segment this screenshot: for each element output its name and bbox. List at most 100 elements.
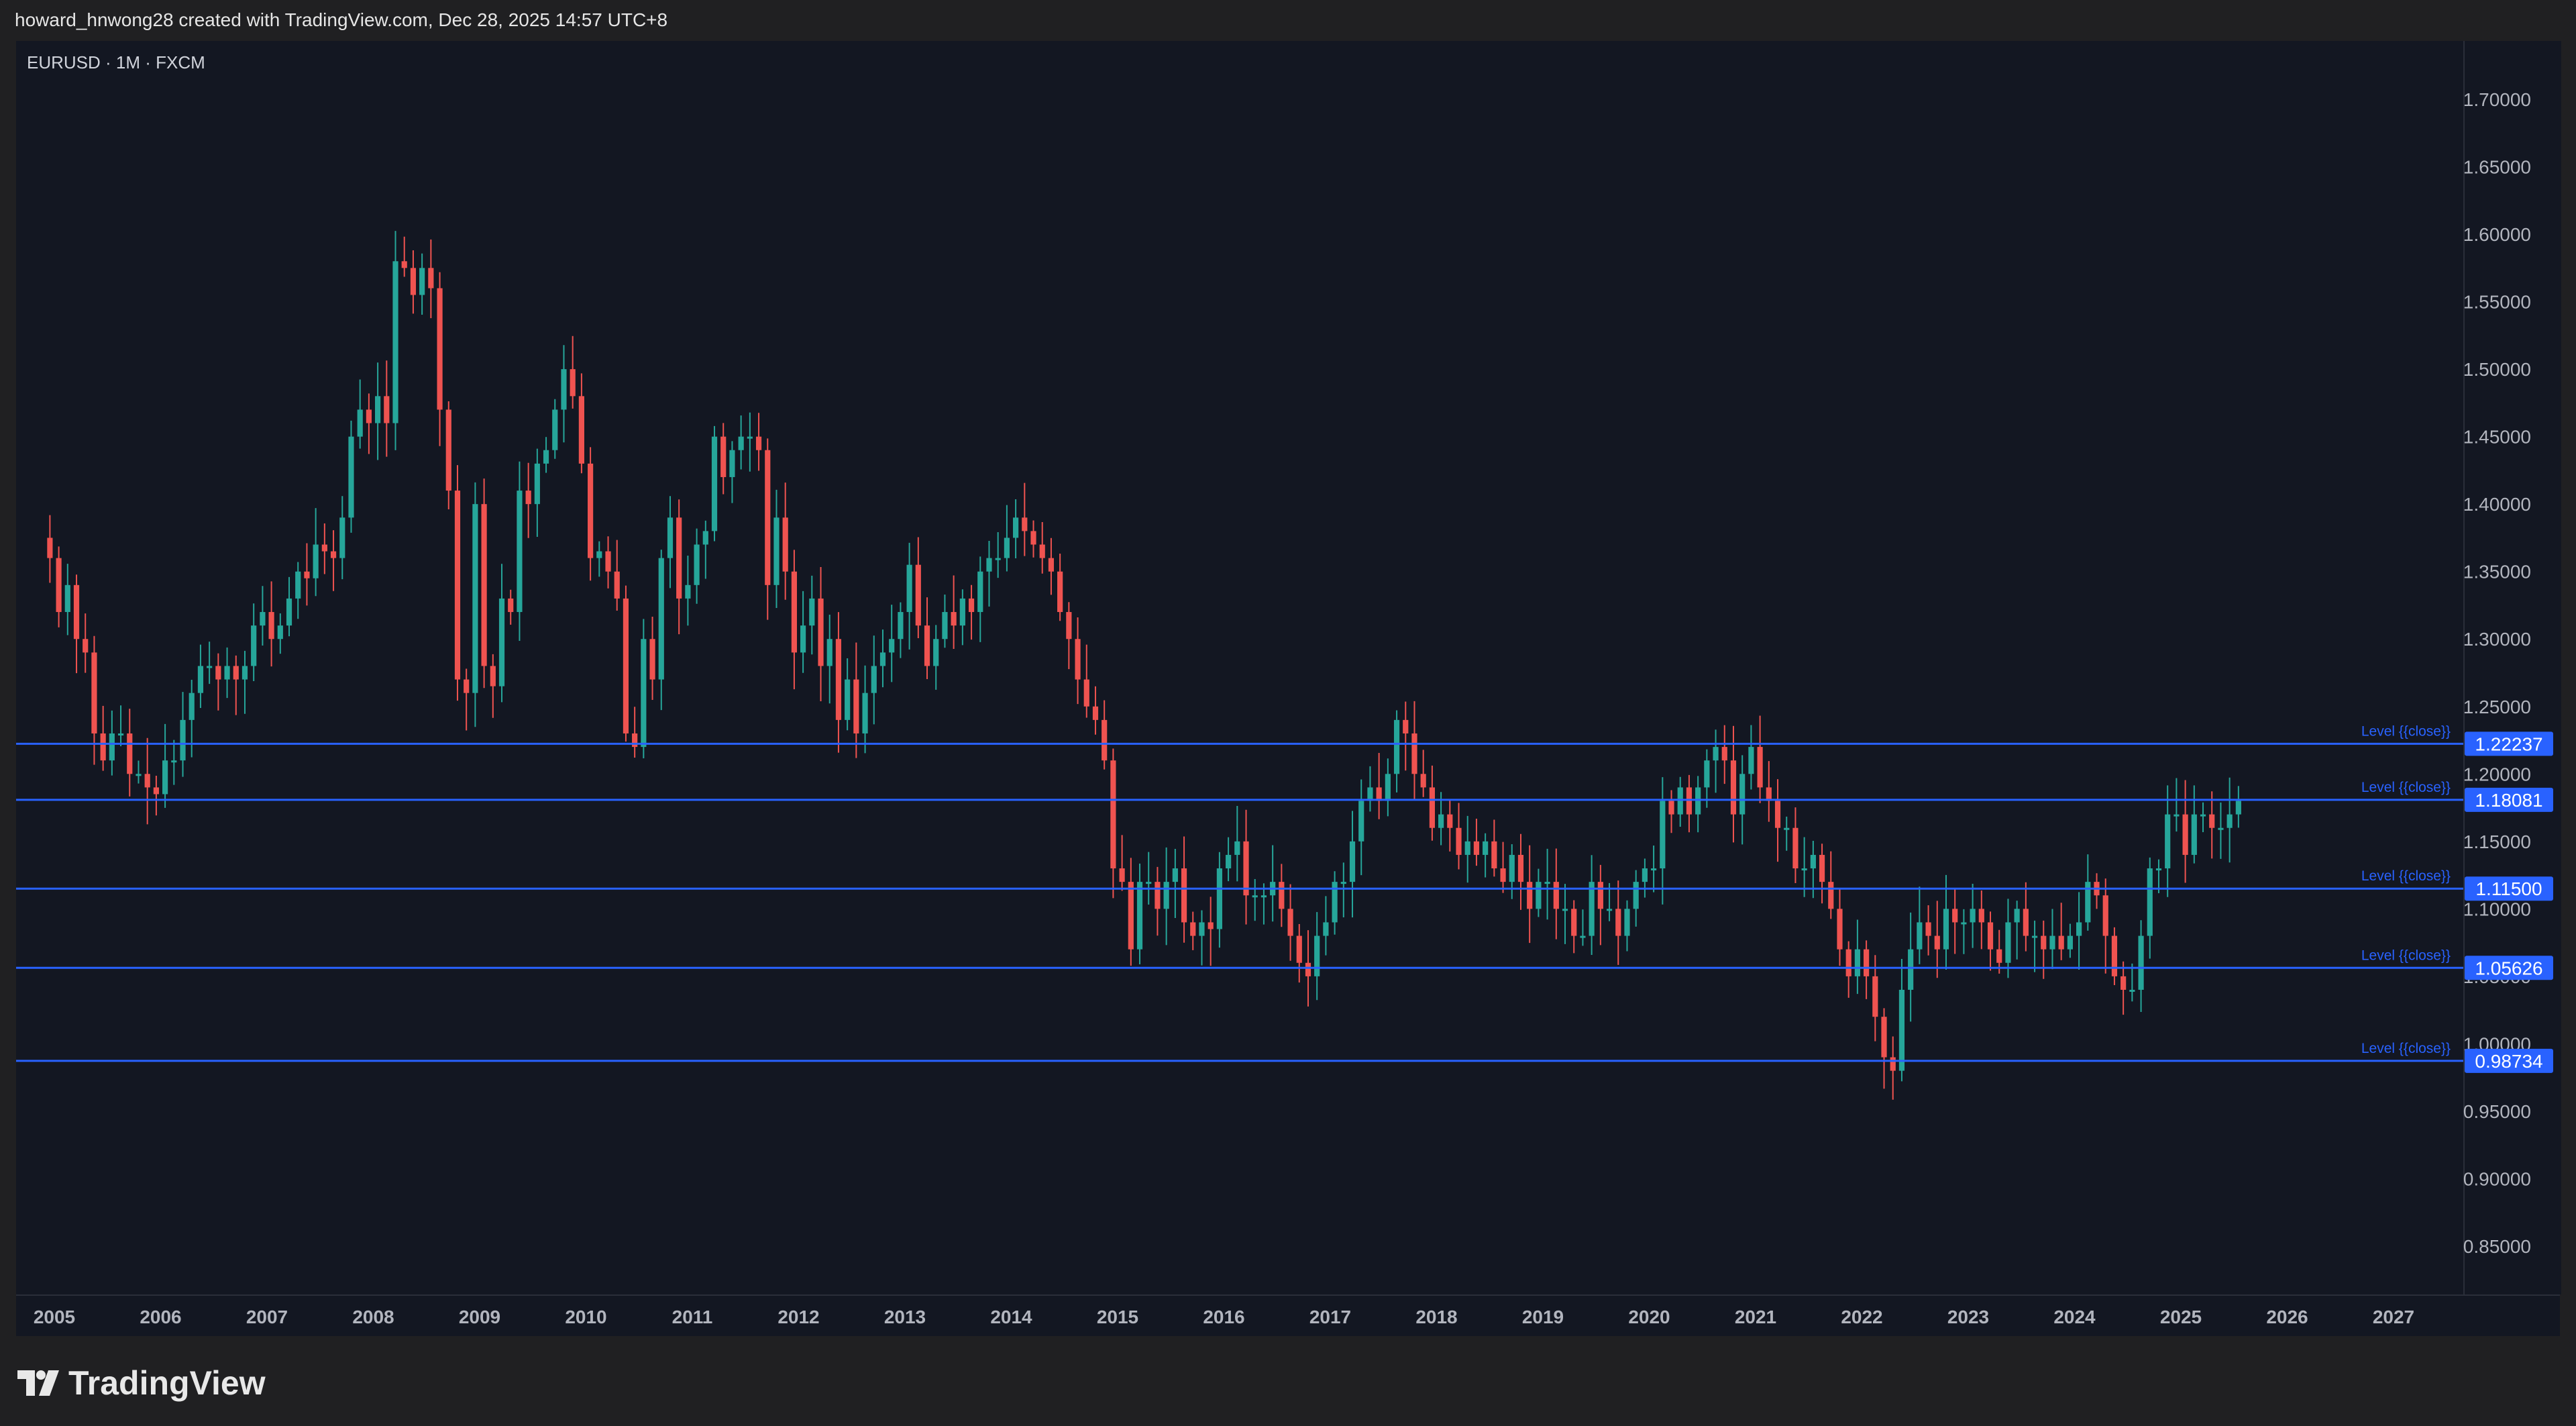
candle-body: [1376, 787, 1382, 801]
candle-body: [2076, 922, 2082, 936]
candle-body: [419, 268, 425, 295]
candle-body: [1642, 868, 1648, 882]
candle-body: [1553, 882, 1559, 909]
candle-body: [2191, 814, 2197, 855]
candle-body: [1323, 922, 1329, 936]
candle-body: [1721, 747, 1727, 761]
candle-body: [1216, 868, 1222, 929]
candle-body: [614, 571, 620, 599]
level-price-badge: [2465, 1048, 2553, 1073]
level-price-badge: [2465, 956, 2553, 980]
candle-body: [1589, 882, 1595, 936]
candle-body: [1332, 882, 1338, 923]
level-line-label: Level {{close}}: [2361, 948, 2451, 963]
candle-body: [464, 679, 470, 693]
candle-body: [2165, 814, 2171, 869]
candle-body: [1606, 909, 1613, 911]
candle-body: [1934, 935, 1940, 950]
candle-body: [313, 544, 319, 578]
candle-body: [1155, 882, 1161, 909]
candle-body: [410, 268, 417, 295]
header-attribution: howard_hnwong28 created with TradingView…: [15, 9, 668, 30]
year-tick-label: 2008: [352, 1307, 394, 1327]
candle-body: [1943, 909, 1949, 950]
year-tick-label: 2006: [140, 1307, 181, 1327]
level-price-badge: [2465, 876, 2553, 901]
candle-body: [791, 571, 797, 653]
year-tick-label: 2005: [34, 1307, 75, 1327]
year-tick-label: 2020: [1628, 1307, 1670, 1327]
candle-body: [800, 625, 806, 653]
candle-body: [171, 760, 177, 763]
candle-body: [1757, 747, 1763, 788]
candle-body: [1854, 949, 1860, 976]
candle-body: [1340, 882, 1346, 884]
candle-body: [773, 517, 780, 585]
candle-body: [1828, 882, 1834, 909]
candle-body: [534, 463, 540, 505]
candle-body: [623, 598, 629, 733]
tradingview-logo-text: TradingView: [68, 1364, 266, 1402]
candle-body: [357, 409, 363, 437]
chart-pane[interactable]: [16, 41, 2463, 1294]
candle-body: [1136, 882, 1143, 950]
candle-body: [100, 733, 106, 761]
level-price-badge-text: 0.98734: [2475, 1051, 2542, 1072]
year-tick-label: 2015: [1097, 1307, 1138, 1327]
candle-body: [2102, 895, 2108, 936]
candle-body: [2049, 935, 2055, 950]
candle-body: [1695, 787, 1701, 815]
candle-body: [1252, 895, 1258, 898]
candle-body: [2182, 814, 2188, 855]
tradingview-logo: TradingView: [17, 1364, 266, 1403]
candle-body: [2226, 814, 2233, 828]
candle-body: [498, 598, 505, 686]
year-tick-label: 2022: [1841, 1307, 1882, 1327]
candle-body: [1473, 841, 1480, 855]
candle-body: [2129, 989, 2135, 992]
tradingview-logo-icon: [17, 1370, 59, 1396]
price-tick-label: 1.20000: [2463, 764, 2531, 784]
candle-body: [1651, 868, 1657, 871]
price-tick-label: 1.15000: [2463, 831, 2531, 852]
candle-body: [561, 369, 567, 410]
year-tick-label: 2012: [777, 1307, 819, 1327]
candle-body: [1420, 774, 1426, 788]
candle-body: [1456, 827, 1462, 855]
candle-body: [454, 491, 461, 680]
candle-body: [1677, 787, 1683, 815]
candle-body: [1190, 922, 1196, 936]
candle-body: [588, 463, 594, 558]
price-axis[interactable]: [2463, 41, 2561, 1294]
candle-body: [1438, 814, 1444, 828]
candle-body: [1429, 787, 1435, 828]
candle-body: [1668, 801, 1674, 815]
candle-body: [658, 558, 664, 680]
candle-body: [711, 436, 718, 531]
candle-body: [1146, 882, 1152, 884]
price-tick-label: 1.35000: [2463, 562, 2531, 582]
candle-body: [1464, 841, 1470, 855]
candle-body: [1597, 882, 1603, 909]
candle-body: [1226, 854, 1232, 869]
candle-body: [437, 288, 443, 410]
year-tick-label: 2013: [884, 1307, 926, 1327]
candle-body: [1784, 827, 1790, 830]
candle-body: [898, 612, 904, 640]
candle-body: [1057, 571, 1063, 613]
candle-body: [2023, 909, 2029, 936]
price-tick-label: 1.25000: [2463, 697, 2531, 717]
candle-body: [1970, 909, 1976, 923]
candle-body: [1686, 787, 1693, 815]
candle-body: [1500, 868, 1506, 882]
symbol-legend[interactable]: EURUSD · 1M · FXCM: [27, 52, 205, 72]
candle-body: [1890, 1057, 1896, 1071]
candle-body: [641, 639, 647, 748]
time-axis[interactable]: [16, 1294, 2560, 1337]
candle-body: [2111, 935, 2118, 976]
candle-body: [2005, 922, 2011, 963]
candle-body: [1580, 935, 1586, 938]
candle-body: [2041, 935, 2047, 950]
candle-body: [1917, 922, 1923, 950]
